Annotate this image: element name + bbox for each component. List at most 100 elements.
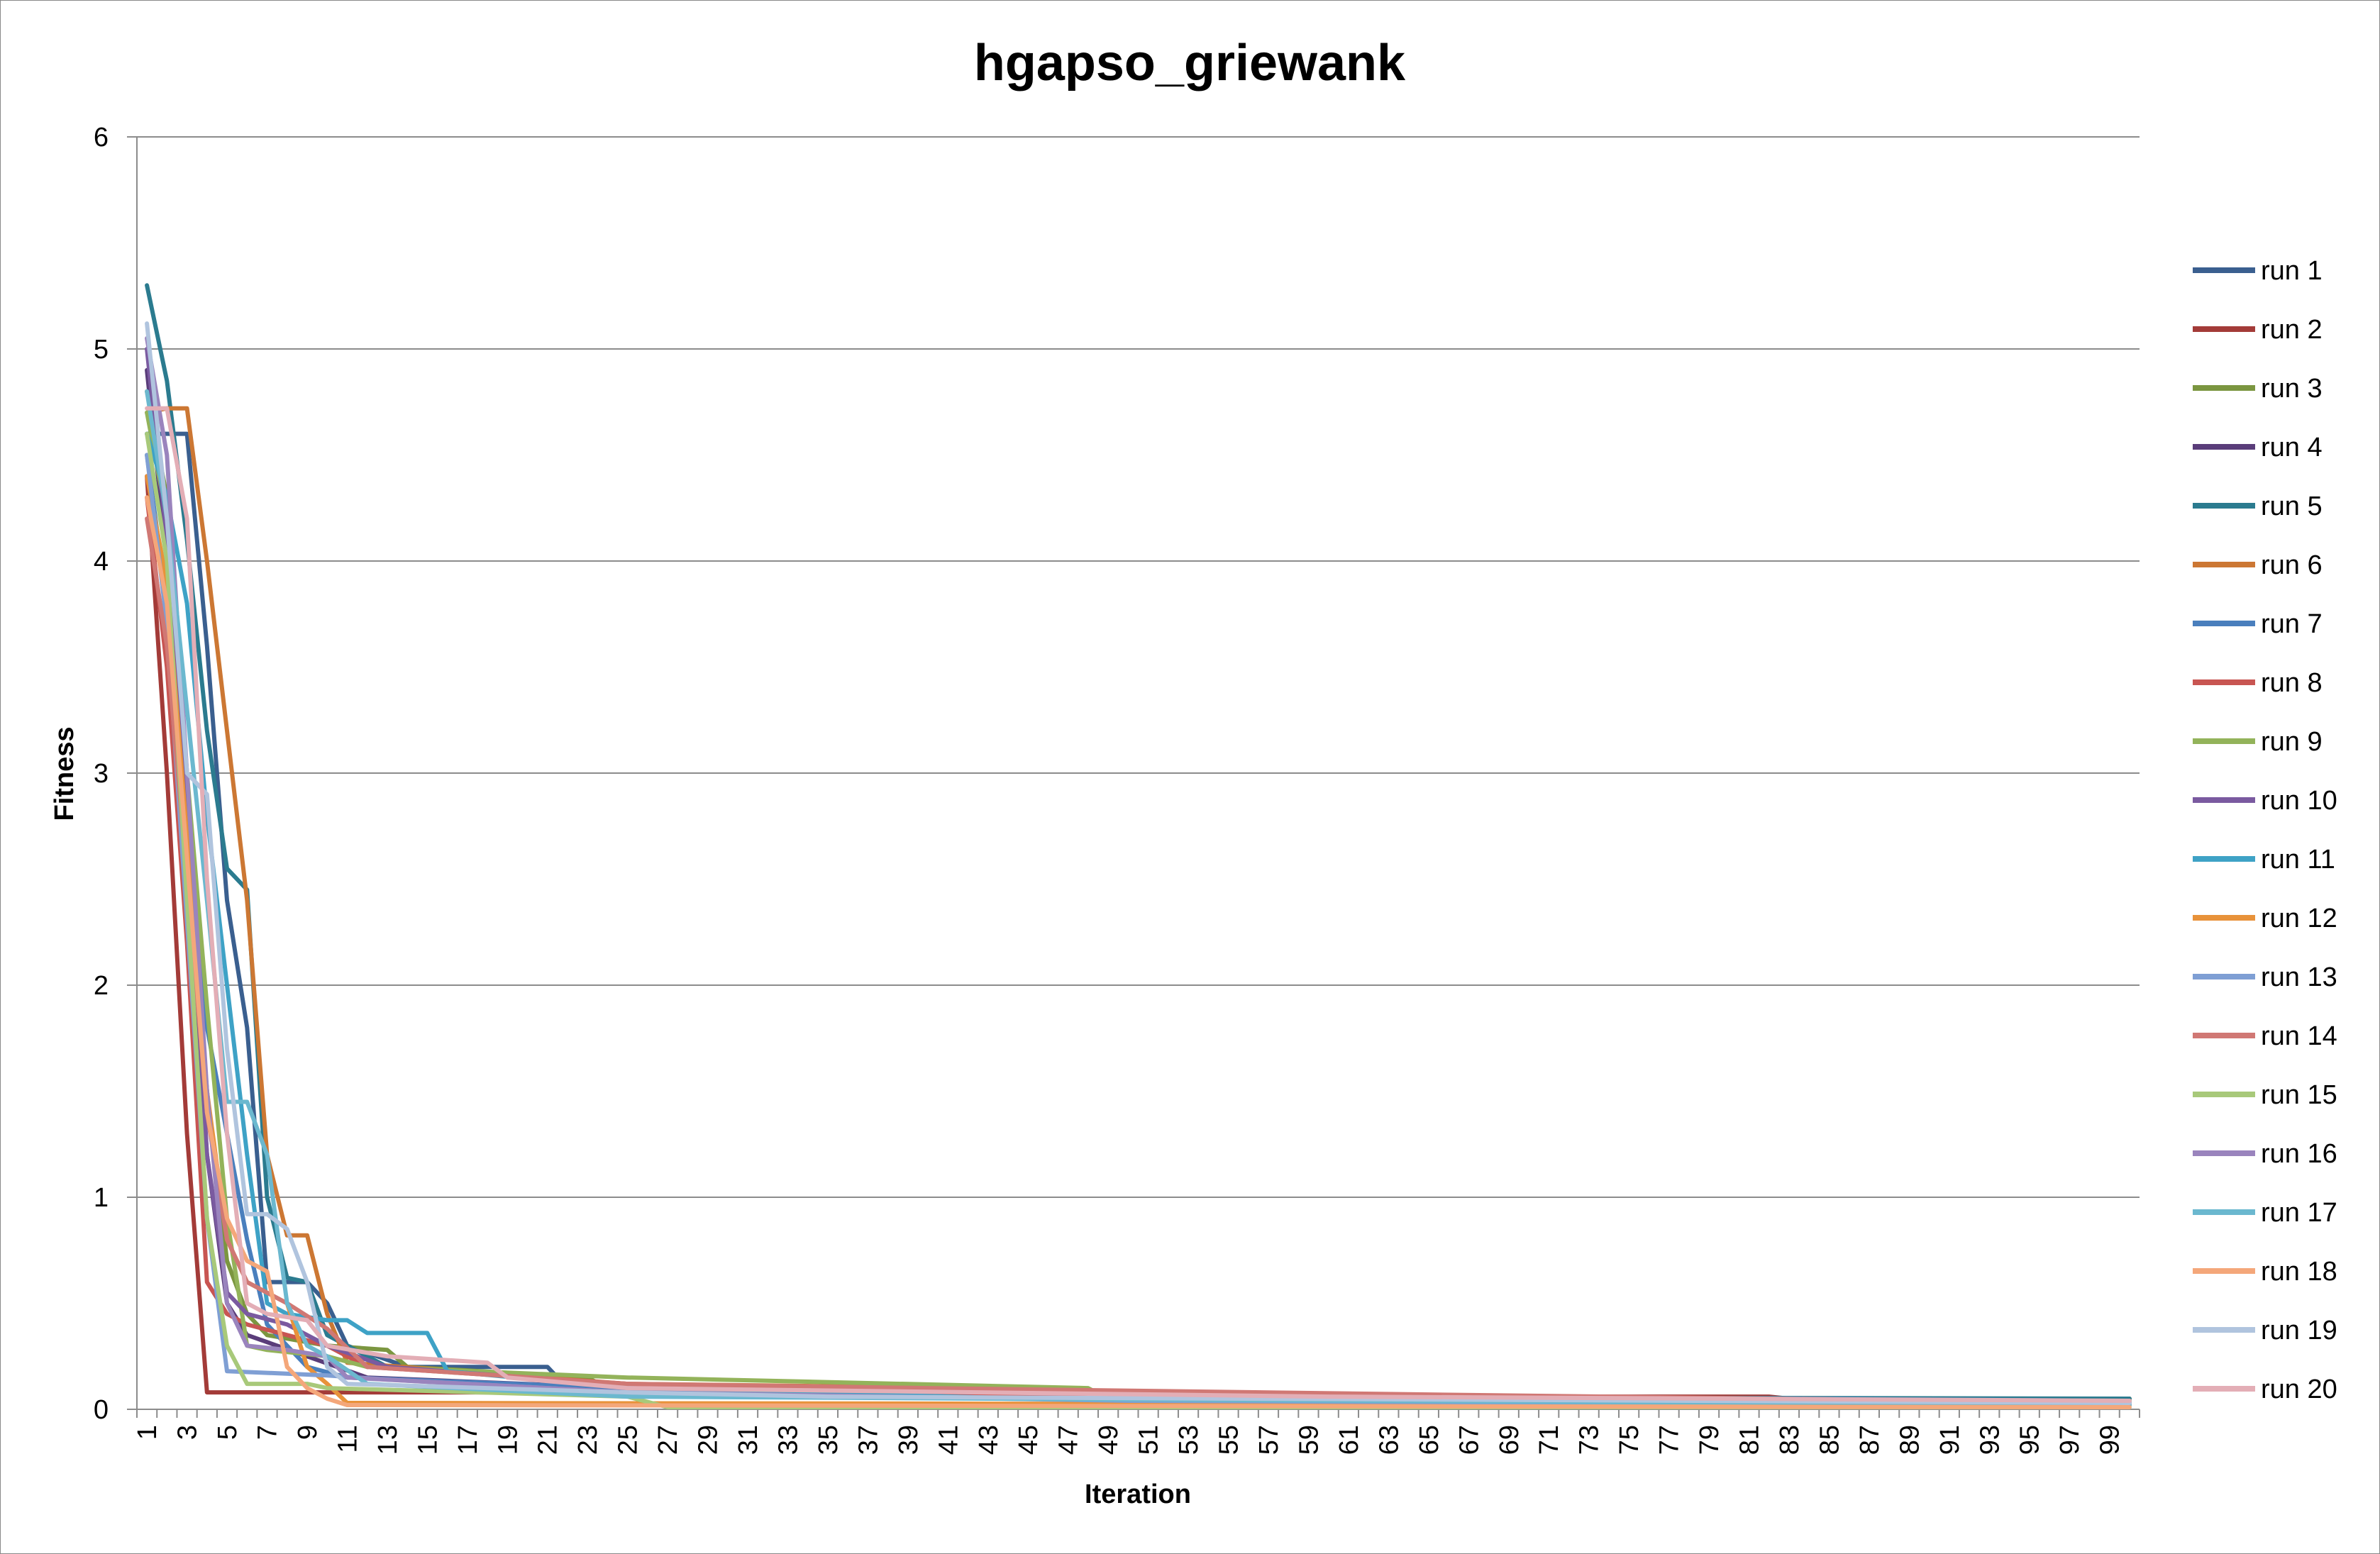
x-tick-label: 45 bbox=[1014, 1425, 1044, 1455]
legend-label: run 18 bbox=[2261, 1257, 2337, 1287]
x-tick-label: 53 bbox=[1174, 1425, 1204, 1455]
series-line-4 bbox=[145, 367, 2132, 1405]
y-axis-ticks: 0 1 2 3 4 5 6 bbox=[94, 123, 137, 1425]
legend-label: run 16 bbox=[2261, 1139, 2337, 1169]
series-line-20 bbox=[145, 406, 2132, 1403]
x-tick-label: 9 bbox=[293, 1425, 323, 1440]
x-tick-label: 57 bbox=[1254, 1425, 1284, 1455]
x-tick-label: 23 bbox=[573, 1425, 603, 1455]
x-tick-label: 97 bbox=[2055, 1425, 2085, 1455]
legend-label: run 5 bbox=[2261, 492, 2323, 521]
x-tick-label: 13 bbox=[373, 1425, 403, 1455]
chart-title: hgapso_griewank bbox=[974, 35, 1406, 91]
y-tick-label: 1 bbox=[94, 1183, 109, 1213]
series-line-17 bbox=[145, 389, 2132, 1407]
x-tick-label: 79 bbox=[1695, 1425, 1725, 1455]
series-line-5 bbox=[145, 283, 2132, 1401]
x-tick-label: 61 bbox=[1334, 1425, 1364, 1455]
x-tick-label: 19 bbox=[493, 1425, 523, 1455]
y-tick-label: 3 bbox=[94, 759, 109, 789]
x-tick-label: 71 bbox=[1534, 1425, 1564, 1455]
x-tick-label: 1 bbox=[133, 1425, 162, 1440]
x-tick-label: 63 bbox=[1374, 1425, 1404, 1455]
x-tick-label: 5 bbox=[213, 1425, 243, 1440]
x-tick-label: 99 bbox=[2096, 1425, 2125, 1455]
y-tick-label: 4 bbox=[94, 547, 109, 577]
x-tick-label: 27 bbox=[653, 1425, 683, 1455]
series-line-13 bbox=[145, 453, 2132, 1407]
x-tick-label: 73 bbox=[1575, 1425, 1605, 1455]
legend-label: run 15 bbox=[2261, 1080, 2337, 1110]
series-line-12 bbox=[145, 474, 2132, 1407]
x-tick-label: 93 bbox=[1975, 1425, 2005, 1455]
legend-label: run 6 bbox=[2261, 550, 2323, 580]
x-tick-label: 39 bbox=[894, 1425, 924, 1455]
legend-label: run 13 bbox=[2261, 962, 2337, 992]
series-line-7 bbox=[145, 453, 2132, 1403]
x-tick-label: 35 bbox=[814, 1425, 843, 1455]
x-tick-label: 47 bbox=[1054, 1425, 1084, 1455]
series-line-19 bbox=[145, 321, 2132, 1405]
x-tick-label: 95 bbox=[2015, 1425, 2045, 1455]
x-tick-label: 21 bbox=[533, 1425, 563, 1455]
legend-label: run 20 bbox=[2261, 1375, 2337, 1404]
x-tick-label: 55 bbox=[1214, 1425, 1244, 1455]
legend-label: run 1 bbox=[2261, 256, 2323, 286]
x-axis-ticks: 1 3 5 7 9 11 13 15 17 19 21 23 25 27 29 31 33 35 37 39 41 43 4… bbox=[133, 1409, 2140, 1455]
series-line-14 bbox=[145, 516, 2132, 1405]
y-tick-label: 2 bbox=[94, 971, 109, 1001]
x-tick-label: 69 bbox=[1495, 1425, 1524, 1455]
series-line-6 bbox=[145, 406, 2132, 1403]
series-line-8 bbox=[145, 495, 2132, 1405]
x-tick-label: 83 bbox=[1775, 1425, 1805, 1455]
x-tick-label: 43 bbox=[974, 1425, 1004, 1455]
legend-label: run 2 bbox=[2261, 315, 2323, 345]
x-tick-label: 37 bbox=[853, 1425, 883, 1455]
legend-label: run 17 bbox=[2261, 1198, 2337, 1228]
legend-label: run 8 bbox=[2261, 668, 2323, 698]
series-line-3 bbox=[145, 389, 2132, 1401]
legend-label: run 11 bbox=[2261, 845, 2335, 875]
legend-label: run 10 bbox=[2261, 786, 2337, 816]
y-axis-title: Fitness bbox=[50, 726, 79, 821]
x-tick-label: 7 bbox=[253, 1425, 282, 1440]
series-line-16 bbox=[145, 336, 2132, 1405]
x-axis-title: Iteration bbox=[1085, 1480, 1191, 1509]
legend: run 1 run 2 run 3 run 4 run 5 run 6 run 7 run 8… bbox=[2193, 256, 2337, 1404]
y-tick-label: 5 bbox=[94, 335, 109, 365]
plot-area bbox=[145, 283, 2132, 1409]
y-tick-label: 6 bbox=[94, 123, 109, 152]
legend-label: run 7 bbox=[2261, 609, 2323, 639]
x-tick-label: 17 bbox=[453, 1425, 483, 1455]
x-tick-label: 3 bbox=[173, 1425, 203, 1440]
series-line-2 bbox=[145, 474, 2132, 1401]
series-line-11 bbox=[145, 431, 2132, 1407]
x-tick-label: 65 bbox=[1415, 1425, 1444, 1455]
gridlines bbox=[137, 136, 2140, 1198]
x-tick-label: 15 bbox=[413, 1425, 443, 1455]
series-line-10 bbox=[145, 347, 2132, 1405]
x-tick-label: 11 bbox=[333, 1425, 362, 1453]
x-tick-label: 49 bbox=[1094, 1425, 1124, 1455]
x-tick-label: 77 bbox=[1655, 1425, 1685, 1455]
legend-label: run 19 bbox=[2261, 1316, 2337, 1345]
x-tick-label: 85 bbox=[1815, 1425, 1844, 1455]
x-tick-label: 41 bbox=[934, 1425, 963, 1455]
legend-label: run 4 bbox=[2261, 433, 2323, 462]
x-tick-label: 51 bbox=[1134, 1425, 1164, 1455]
x-tick-label: 89 bbox=[1895, 1425, 1925, 1455]
legend-label: run 12 bbox=[2261, 904, 2337, 933]
series-line-18 bbox=[145, 495, 2132, 1409]
x-tick-label: 31 bbox=[734, 1425, 763, 1455]
x-tick-label: 25 bbox=[614, 1425, 643, 1455]
x-tick-label: 87 bbox=[1855, 1425, 1885, 1455]
series-line-1 bbox=[145, 431, 2132, 1403]
y-tick-label: 0 bbox=[94, 1395, 109, 1425]
x-tick-label: 75 bbox=[1615, 1425, 1644, 1455]
legend-label: run 9 bbox=[2261, 727, 2323, 757]
legend-label: run 14 bbox=[2261, 1021, 2337, 1051]
legend-label: run 3 bbox=[2261, 374, 2323, 404]
x-tick-label: 67 bbox=[1454, 1425, 1484, 1455]
